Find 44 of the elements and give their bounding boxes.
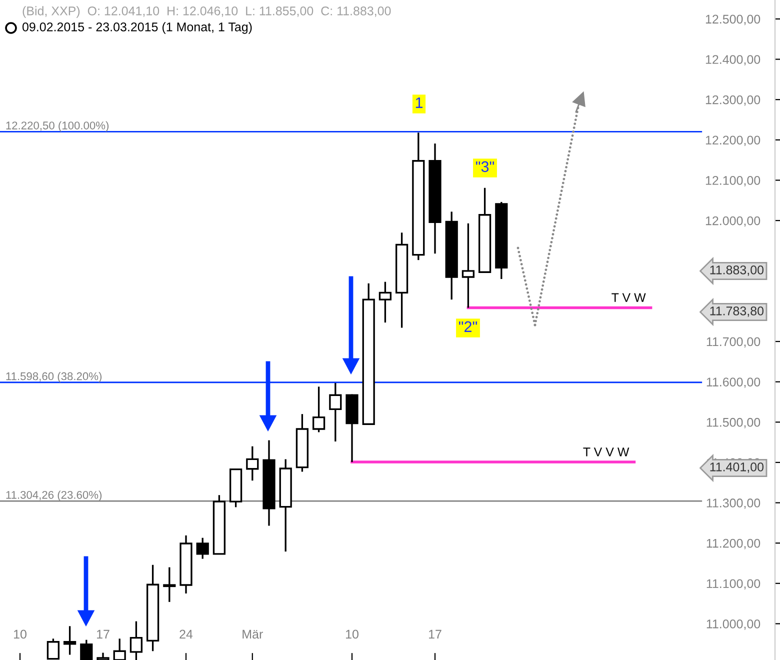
y-tick-label: 11.200,00 bbox=[706, 538, 760, 550]
x-tick-label: 17 bbox=[97, 630, 110, 639]
annotation: 1 bbox=[416, 97, 423, 108]
candlestick bbox=[329, 382, 342, 442]
x-tick-label: 10 bbox=[346, 630, 358, 639]
x-tick-label: 10 bbox=[14, 630, 26, 639]
ref-line-label: 11.598,60 (38.20%) bbox=[6, 372, 102, 382]
candlestick bbox=[312, 386, 326, 434]
x-tick-label: 17 bbox=[429, 630, 442, 639]
x-tick-label: 24 bbox=[180, 630, 193, 639]
candlestick bbox=[80, 639, 93, 660]
annotation: "3" bbox=[476, 161, 494, 172]
text: 09.02.2015 - 23.03.2015 (1 Monat, 1 Tag) bbox=[22, 22, 252, 34]
annotation: 11.883,00 bbox=[710, 266, 764, 276]
y-tick-label: 11.000,00 bbox=[706, 620, 760, 630]
candlestick bbox=[378, 280, 392, 324]
candlestick bbox=[163, 566, 176, 603]
chart-title: (Bid, XXP) O: 12.041,10 H: 12.046,10 L: 11.855,00 C: 11.883,00 bbox=[22, 6, 391, 18]
series-label: T V V W bbox=[583, 448, 630, 456]
x-tick-label: Mär bbox=[242, 630, 263, 639]
ref-line-label: 12.220,50 (100.00%) bbox=[6, 121, 109, 132]
ref-line-label: 11.304,26 (23.60%) bbox=[6, 490, 102, 502]
y-tick-label: 12.500,00 bbox=[706, 14, 760, 26]
candlestick bbox=[130, 620, 143, 660]
candlestick bbox=[462, 222, 475, 309]
candlestick bbox=[196, 537, 209, 560]
y-tick-label: 12.200,00 bbox=[706, 136, 760, 146]
annotation: 11.401,00 bbox=[710, 462, 764, 473]
y-tick-label: 11.300,00 bbox=[706, 498, 760, 509]
y-tick-label: 12.000,00 bbox=[706, 216, 760, 227]
y-tick-label: 12.100,00 bbox=[706, 176, 760, 186]
y-tick-label: 11.600,00 bbox=[706, 378, 760, 388]
y-tick-label: 12.400,00 bbox=[706, 55, 760, 66]
annotation: 11.783,80 bbox=[710, 306, 764, 317]
y-tick-label: 11.100,00 bbox=[706, 579, 760, 590]
candlestick bbox=[63, 625, 76, 656]
candlestick bbox=[113, 638, 126, 660]
candlestick bbox=[246, 445, 259, 482]
annotation: "2" bbox=[458, 321, 478, 332]
y-tick-label: 12.300,00 bbox=[706, 95, 760, 106]
y-tick-label: 11.500,00 bbox=[706, 418, 760, 428]
series-label: T V W bbox=[612, 293, 646, 302]
y-tick-label: 11.700,00 bbox=[706, 337, 760, 348]
candlestick bbox=[46, 638, 60, 660]
